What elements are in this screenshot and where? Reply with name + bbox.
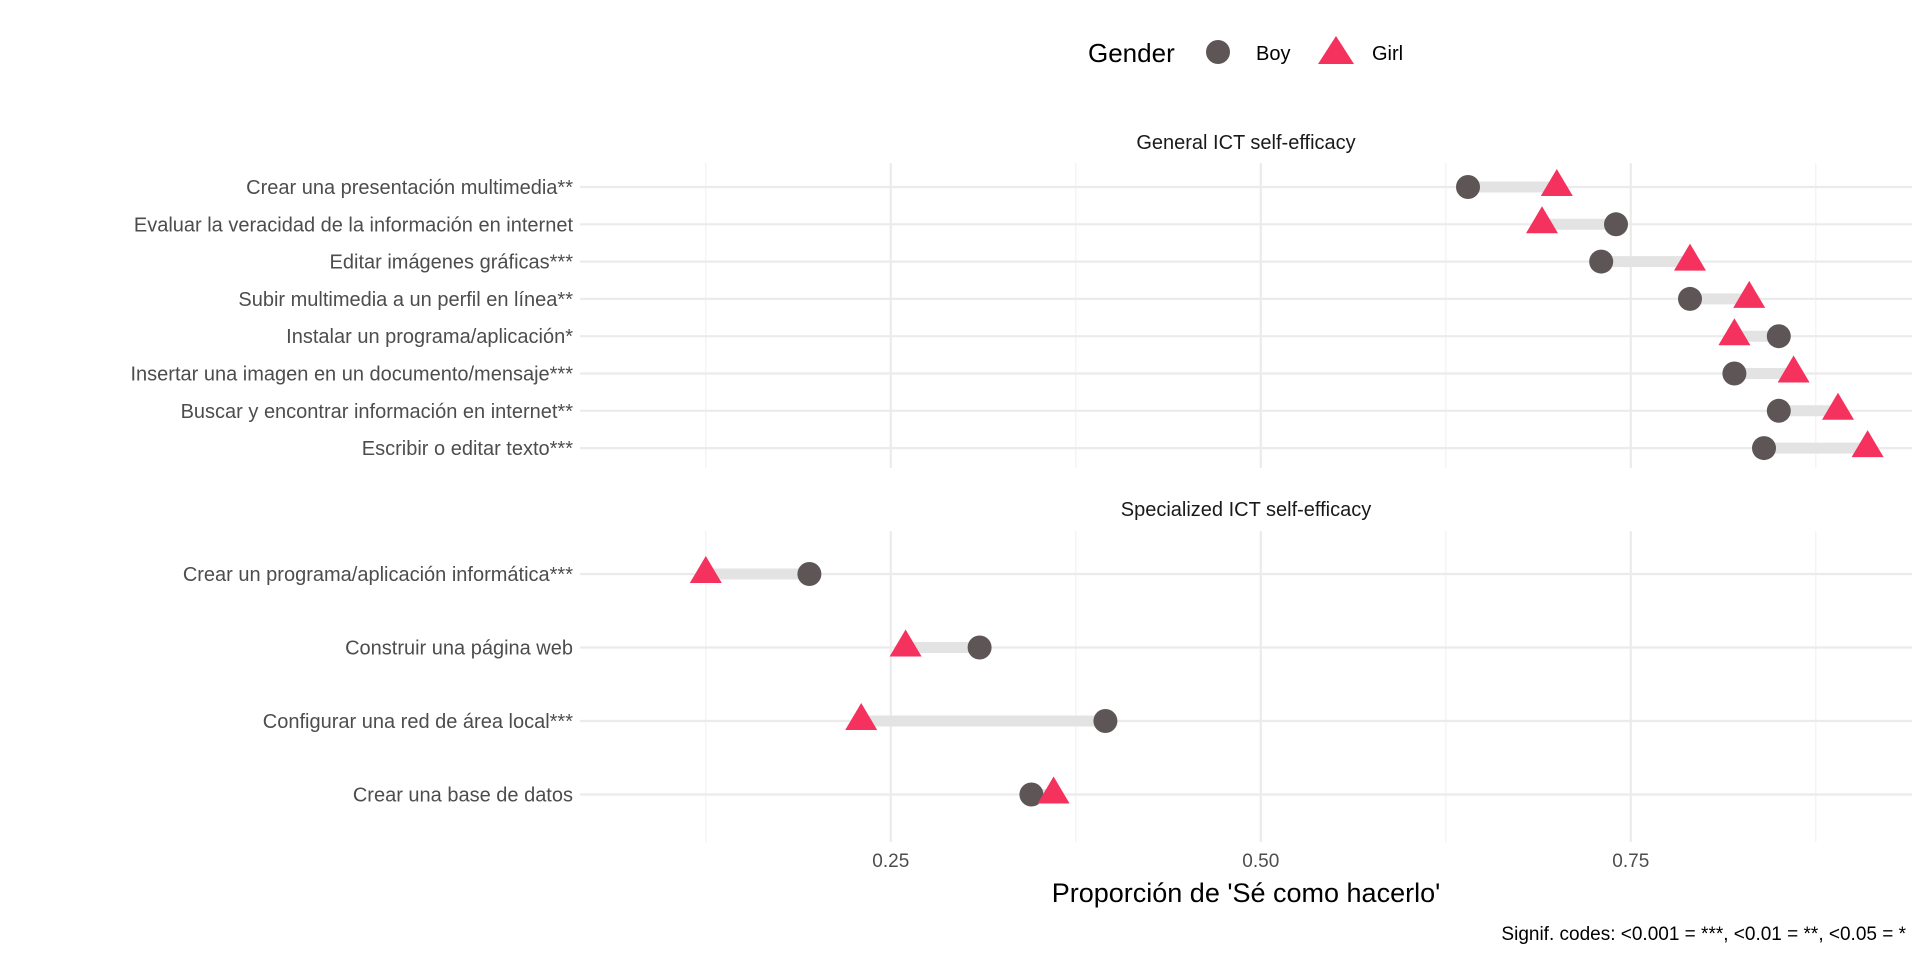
legend-boy-label: Boy	[1256, 43, 1290, 65]
girl-point	[1777, 355, 1810, 383]
category-label: Instalar un programa/aplicación*	[286, 326, 573, 348]
girl-point	[1037, 776, 1070, 804]
girl-point	[1733, 280, 1766, 308]
category-label: Evaluar la veracidad de la información e…	[134, 214, 574, 236]
legend-girl-label: Girl	[1372, 43, 1403, 65]
girl-point	[1851, 430, 1884, 458]
category-label: Insertar una imagen en un documento/mens…	[131, 364, 574, 386]
legend: Gender Boy Girl	[1088, 36, 1403, 68]
girl-point	[689, 556, 722, 583]
boy-point	[1604, 212, 1628, 237]
boy-point	[967, 635, 992, 660]
category-label: Configurar una red de área local***	[263, 711, 573, 733]
boy-point	[1722, 361, 1747, 386]
girl-point	[1526, 206, 1558, 234]
x-axis-ticks: 0.25 0.50 0.75	[872, 851, 1649, 872]
x-tick-label: 0.75	[1612, 851, 1649, 872]
boy-point	[797, 562, 822, 586]
category-label: Crear un programa/aplicación informática…	[183, 564, 573, 586]
boy-point	[1766, 324, 1791, 349]
category-label: Construir una página web	[345, 638, 573, 660]
girl-point	[1822, 392, 1854, 420]
panel-general: Crear una presentación multimedia** Evalu…	[131, 163, 1912, 468]
boy-point	[1678, 286, 1702, 311]
panel-title-general: General ICT self-efficacy	[1136, 132, 1355, 154]
category-label: Escribir o editar texto***	[362, 438, 573, 460]
x-tick-label: 0.25	[872, 851, 909, 872]
category-label: Subir multimedia a un perfil en línea**	[238, 289, 573, 311]
boy-point	[1766, 398, 1791, 423]
category-label: Crear una base de datos	[353, 785, 573, 807]
boy-point	[1456, 175, 1480, 199]
girl-point	[845, 703, 878, 730]
girl-point	[889, 629, 922, 657]
x-axis-title: Proporción de 'Sé como hacerlo'	[1052, 878, 1441, 908]
x-tick-label: 0.50	[1242, 851, 1279, 872]
legend-girl-icon	[1318, 36, 1354, 64]
boy-point	[1019, 782, 1044, 807]
category-label: Crear una presentación multimedia**	[246, 177, 573, 199]
boy-point	[1589, 249, 1614, 274]
panel-title-specialized: Specialized ICT self-efficacy	[1121, 499, 1371, 521]
legend-boy-icon	[1206, 40, 1230, 64]
boy-point	[1093, 709, 1118, 733]
boy-point	[1752, 436, 1776, 461]
girl-point	[1540, 169, 1573, 196]
category-label: Editar imágenes gráficas***	[330, 252, 574, 274]
significance-caption: Signif. codes: <0.001 = ***, <0.01 = **,…	[1501, 924, 1906, 945]
panel-specialized: Crear un programa/aplicación informática…	[183, 531, 1912, 842]
girl-point	[1674, 243, 1706, 271]
category-label: Buscar y encontrar información en intern…	[181, 401, 574, 423]
legend-title: Gender	[1088, 38, 1175, 68]
girl-point	[1718, 318, 1751, 346]
